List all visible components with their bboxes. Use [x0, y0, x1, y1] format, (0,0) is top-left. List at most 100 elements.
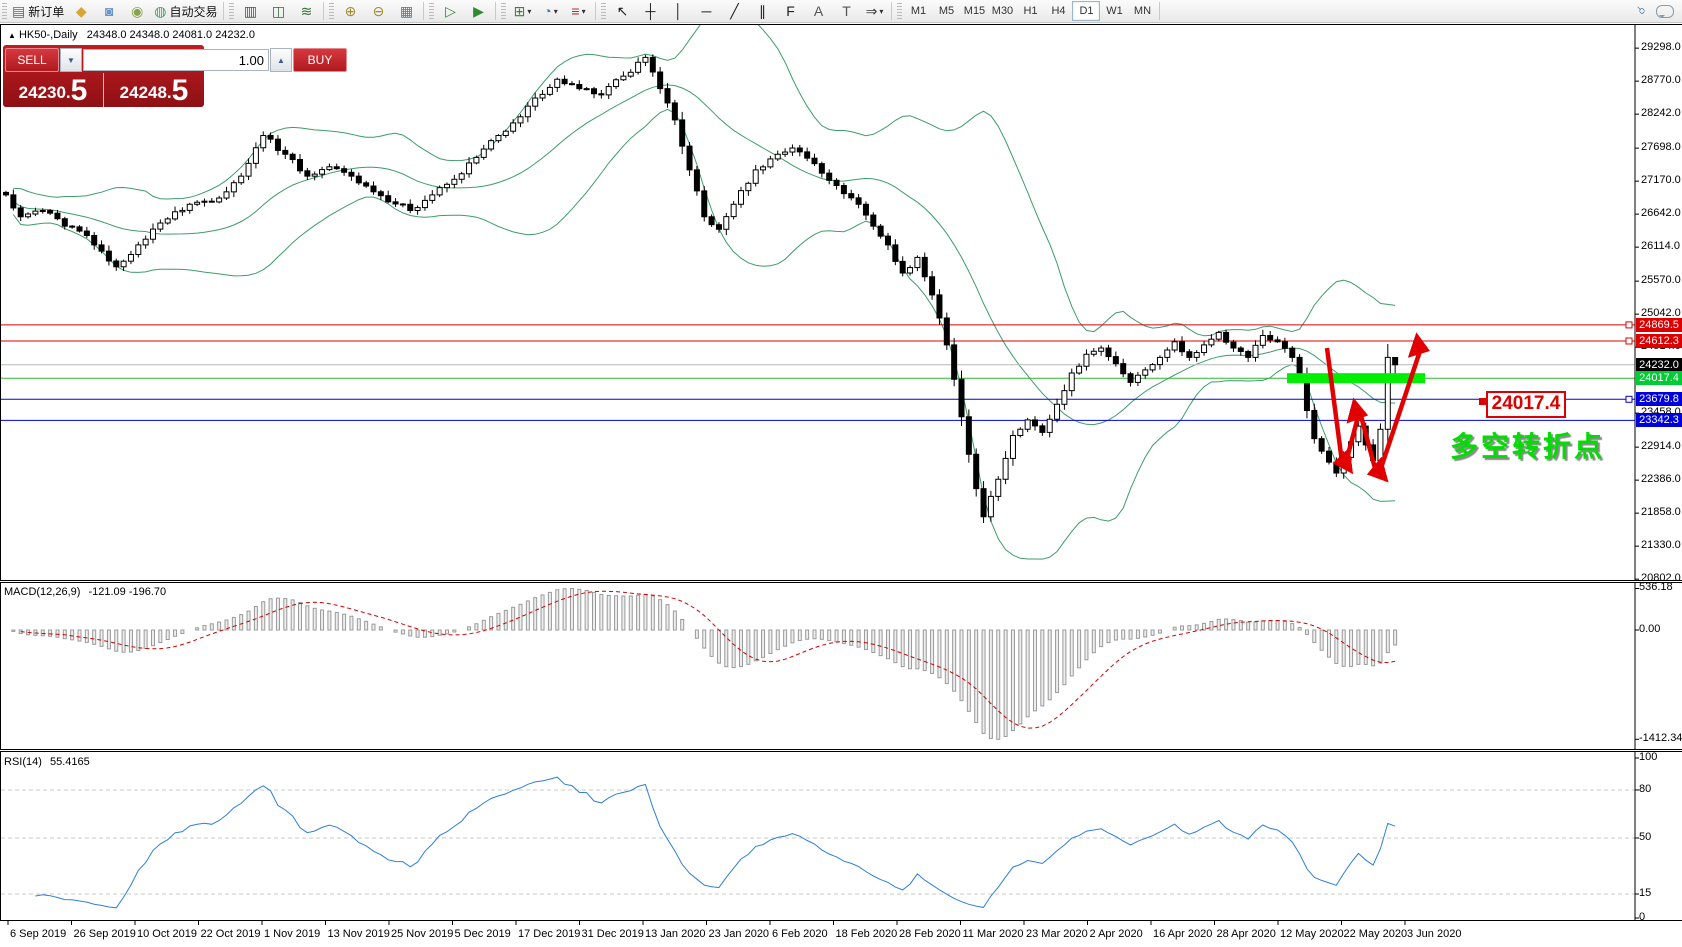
volume-input[interactable] — [83, 49, 269, 71]
buy-button[interactable]: BUY — [293, 48, 347, 72]
sell-button[interactable]: SELL — [5, 48, 59, 72]
tile-windows-button-glyph: ▦ — [399, 3, 414, 19]
rsi-label: RSI(14) — [4, 756, 42, 768]
date-tick-label: 23 Mar 2020 — [1026, 928, 1088, 940]
line-chart-button[interactable]: ≋ — [292, 0, 320, 22]
toolbar-separator — [323, 2, 325, 20]
trendline-button-glyph: ╱ — [730, 3, 739, 19]
toolbar-separator — [595, 2, 597, 20]
price-tick-label: 21858.0 — [1641, 506, 1681, 519]
collapse-icon[interactable]: ▲ — [8, 31, 16, 40]
indicators-button-dropdown-icon[interactable]: ▾ — [581, 6, 586, 16]
date-tick-label: 11 Mar 2020 — [962, 928, 1024, 940]
price-tick-label: 20802.0 — [1641, 572, 1681, 585]
line-endpoint-marker[interactable] — [1625, 321, 1633, 329]
bollinger-lower — [12, 108, 1396, 560]
fibonacci-button[interactable]: F — [776, 0, 804, 22]
auto-scroll-button[interactable]: ▷ — [436, 0, 464, 22]
chart-shift-button[interactable]: ▶ — [464, 0, 492, 22]
timeframe-m5[interactable]: M5 — [938, 5, 955, 17]
crosshair-button[interactable]: ┼ — [636, 0, 664, 22]
trendline-button[interactable]: ╱ — [720, 0, 748, 22]
horizontal-line-button-glyph: ─ — [701, 3, 712, 19]
timeframe-m15[interactable]: M15 — [963, 5, 986, 17]
timeframe-mn[interactable]: MN — [1133, 5, 1152, 17]
line-endpoint-marker[interactable] — [1625, 395, 1633, 403]
autotrading-button[interactable]: ◍ 自动交易 — [151, 0, 220, 22]
text-button[interactable]: A — [804, 0, 832, 22]
toolbar-grip — [601, 3, 607, 19]
zoom-in-button[interactable]: ⊕ — [336, 0, 364, 22]
new-chart-button-dropdown-icon[interactable]: ▾ — [527, 6, 532, 16]
support-zone-rectangle[interactable] — [1287, 373, 1425, 384]
price-callout-label[interactable]: 24017.4 — [1486, 391, 1566, 418]
chart-canvas[interactable] — [0, 23, 1682, 947]
trend-arrow-4[interactable] — [1376, 332, 1430, 475]
new-order-button[interactable]: ▤ 新订单 — [9, 0, 67, 22]
rsi-axis-label: 15 — [1639, 887, 1652, 899]
price-tick-label: 25570.0 — [1641, 274, 1681, 287]
toolbar-separator — [495, 2, 497, 20]
chart-shift-button-glyph: ▶ — [473, 3, 484, 19]
shapes-button-dropdown-icon[interactable]: ▾ — [879, 6, 884, 16]
news-signal-icon[interactable]: ◉ — [123, 0, 151, 22]
crayon-icon[interactable]: ◆ — [67, 0, 95, 22]
bid-price[interactable]: 24230. 5 — [3, 73, 104, 107]
ask-price[interactable]: 24248. 5 — [104, 73, 204, 107]
price-tick-label: 25042.0 — [1641, 307, 1681, 320]
date-tick-label: 18 Feb 2020 — [835, 928, 898, 940]
shapes-button[interactable]: ⇒ ▾ — [860, 0, 888, 22]
trend-arrow-3[interactable] — [1358, 415, 1389, 483]
trend-arrow-2[interactable] — [1342, 397, 1369, 467]
bid-price-main: 24230. — [18, 83, 71, 102]
trend-arrow-1[interactable] — [1324, 347, 1354, 475]
toolbar-grip — [329, 3, 335, 19]
date-tick-label: 13 Nov 2019 — [327, 928, 390, 940]
new-order-button-glyph: ▤ — [12, 3, 26, 19]
accounts-icon[interactable]: ◙ — [95, 0, 123, 22]
bar-chart-button-glyph: ▥ — [243, 3, 258, 19]
toolbar-separator — [223, 2, 225, 20]
search-icon[interactable]: ⌕ — [1633, 6, 1651, 16]
timeframe-d1[interactable]: D1 — [1072, 1, 1101, 21]
pane-frame — [0, 24, 1636, 581]
main-pane — [1, 25, 1635, 560]
date-tick-label: 23 Jan 2020 — [708, 928, 770, 940]
symbol-period-label: HK50-,Daily — [18, 29, 78, 41]
date-tick-label: 2 Apr 2020 — [1089, 928, 1143, 940]
vertical-line-button[interactable]: │ — [664, 0, 692, 22]
auto-scroll-button-glyph: ▷ — [445, 3, 456, 19]
price-tick-label: 22386.0 — [1641, 473, 1681, 486]
volume-decrease-button[interactable]: ▼ — [60, 48, 82, 72]
tile-windows-button[interactable]: ▦ — [392, 0, 420, 22]
price-tick-label: 27170.0 — [1641, 174, 1681, 187]
turning-point-annotation[interactable]: 多空转折点 — [1450, 431, 1606, 462]
label-button[interactable]: T — [832, 0, 860, 22]
crayon-icon-glyph: ◆ — [75, 3, 87, 19]
profiles-button-dropdown-icon[interactable]: ▾ — [553, 6, 558, 16]
date-tick-label: 17 Dec 2019 — [518, 928, 581, 940]
pane-frame — [0, 582, 1636, 750]
volume-increase-button[interactable]: ▲ — [270, 48, 292, 72]
timeframe-m30[interactable]: M30 — [991, 5, 1014, 17]
level-price-tag-23342.3: 23342.3 — [1636, 413, 1682, 428]
horizontal-line-button[interactable]: ─ — [692, 0, 720, 22]
main-toolbar: ▤ 新订单 ◆ ◙ ◉ ◍ 自动交易 ▥ ◫ ≋ ⊕ ⊖ ▦ ▷ ▶ ⊞ ▾ ◔ ▾ ≡ ▾ ↖ ┼ │ ─ ╱ ∥ F A T ⇒ ▾ M1 M… — [0, 0, 1682, 23]
shapes-button-glyph: ⇒ — [865, 3, 878, 19]
profiles-button[interactable]: ◔ ▾ — [536, 0, 564, 22]
chat-icon[interactable] — [1656, 4, 1674, 18]
timeframe-h1[interactable]: H1 — [1023, 5, 1038, 17]
cursor-button[interactable]: ↖ — [608, 0, 636, 22]
accounts-icon-glyph: ◙ — [105, 3, 114, 19]
bar-chart-button[interactable]: ▥ — [236, 0, 264, 22]
channel-button[interactable]: ∥ — [748, 0, 776, 22]
timeframe-h4[interactable]: H4 — [1051, 5, 1066, 17]
zoom-out-button[interactable]: ⊖ — [364, 0, 392, 22]
price-tick-label: 27698.0 — [1641, 141, 1681, 154]
indicators-button[interactable]: ≡ ▾ — [564, 0, 592, 22]
timeframe-w1[interactable]: W1 — [1106, 5, 1123, 17]
timeframe-m1[interactable]: M1 — [910, 5, 927, 17]
line-endpoint-marker[interactable] — [1625, 337, 1633, 345]
new-chart-button[interactable]: ⊞ ▾ — [508, 0, 536, 22]
candlestick-chart-button[interactable]: ◫ — [264, 0, 292, 22]
